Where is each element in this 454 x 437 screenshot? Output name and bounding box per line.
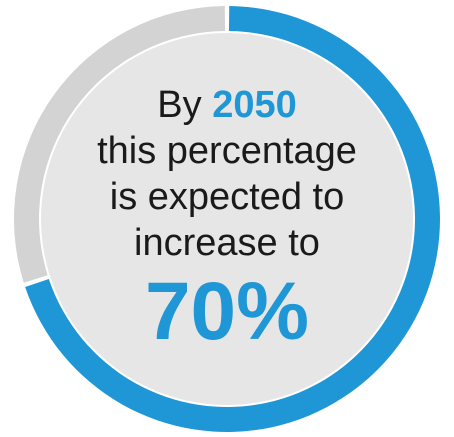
line-1-prefix: By [157,84,202,126]
line-4: increase to [134,222,320,264]
center-text: By 2050 this percentage is expected to i… [77,82,377,358]
line-1: By 2050 [77,82,377,128]
ring-segment-remainder [14,6,226,283]
line-3: is expected to [109,176,345,218]
ring-group [14,6,440,432]
line-2: this percentage [97,130,357,172]
highlight-year: 2050 [212,84,297,126]
inner-disc [41,33,413,405]
big-percentage: 70% [144,266,310,357]
